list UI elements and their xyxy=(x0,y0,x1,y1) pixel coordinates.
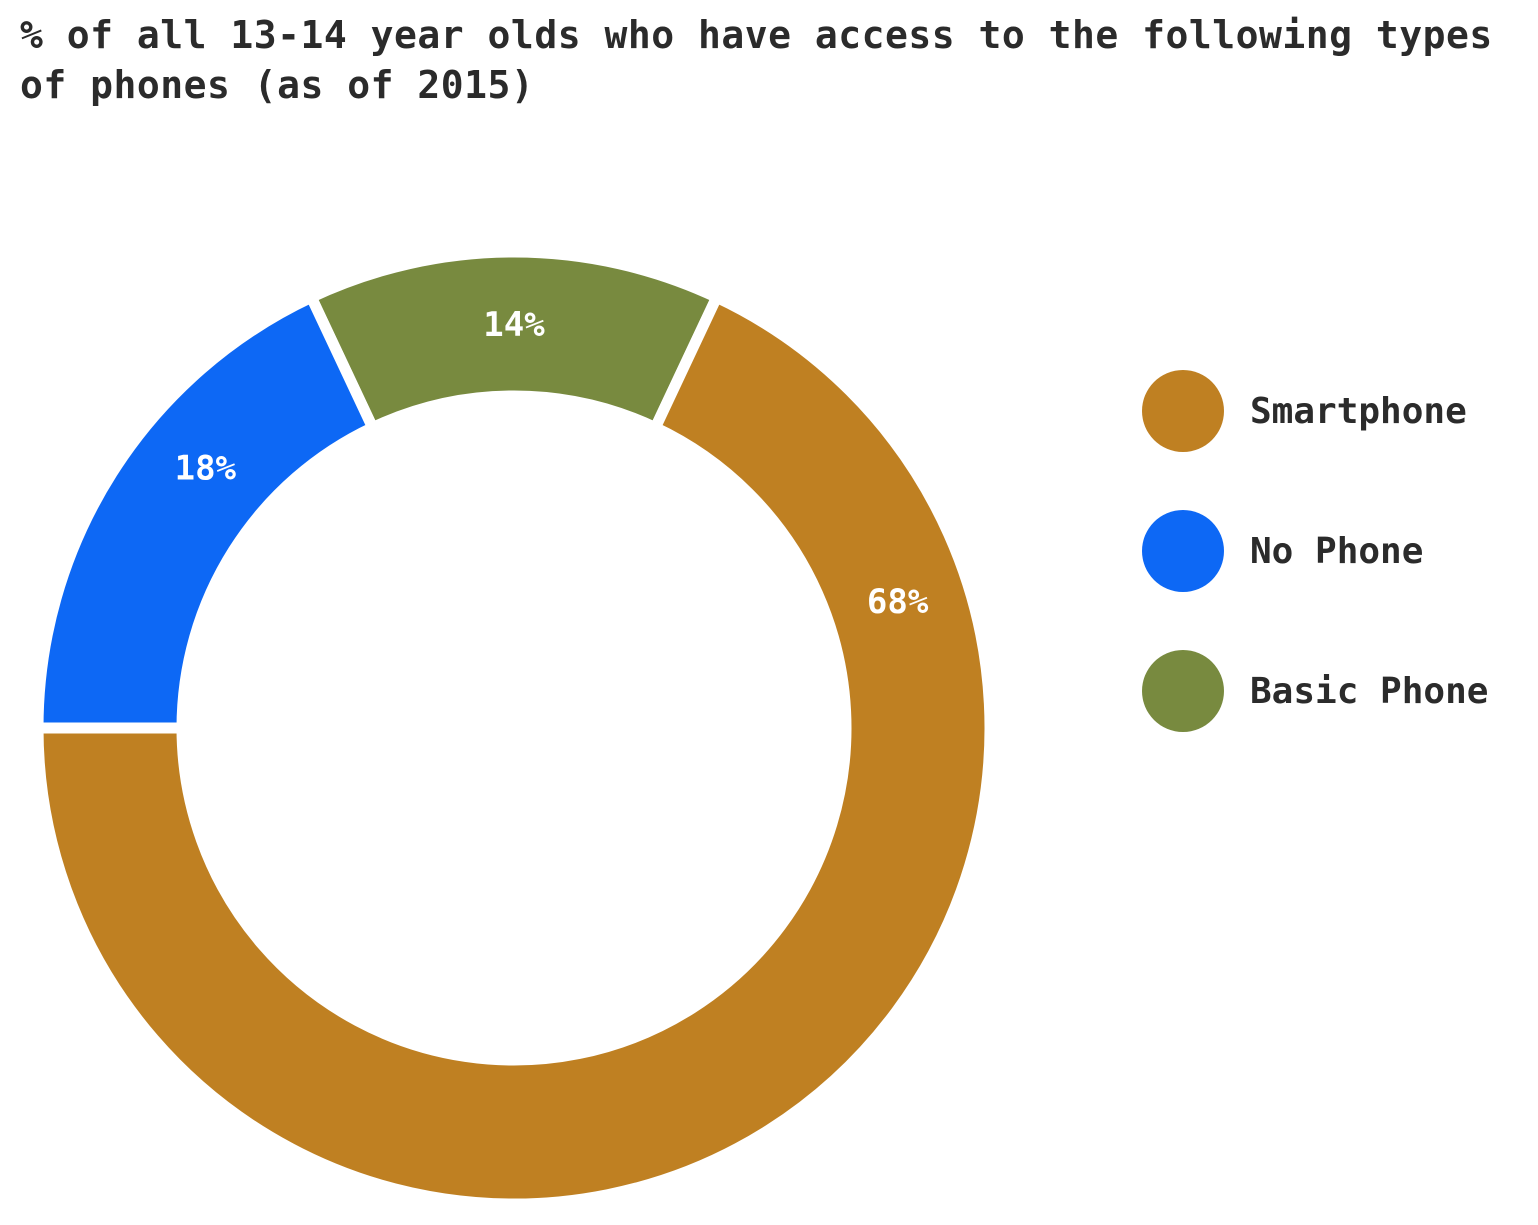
legend-item-smartphone[interactable]: Smartphone xyxy=(1142,370,1532,452)
slice-smartphone[interactable] xyxy=(32,289,996,1210)
slice-label-smartphone: 68% xyxy=(867,582,929,622)
legend-swatch-no-phone xyxy=(1142,510,1224,592)
legend-swatch-smartphone xyxy=(1142,370,1224,452)
legend: Smartphone No Phone Basic Phone xyxy=(1142,370,1532,790)
legend-label-smartphone: Smartphone xyxy=(1250,390,1467,432)
donut-chart: 14% 68% 18% xyxy=(32,251,996,1210)
slice-label-no-phone: 18% xyxy=(175,448,237,488)
slice-no-phone[interactable] xyxy=(32,289,380,734)
legend-label-no-phone: No Phone xyxy=(1250,530,1424,572)
legend-item-basic-phone[interactable]: Basic Phone xyxy=(1142,650,1532,732)
legend-item-no-phone[interactable]: No Phone xyxy=(1142,510,1532,592)
legend-swatch-basic-phone xyxy=(1142,650,1224,732)
legend-label-basic-phone: Basic Phone xyxy=(1250,670,1489,712)
chart-title: % of all 13-14 year olds who have access… xyxy=(20,13,1493,107)
slice-label-basic-phone: 14% xyxy=(483,305,545,345)
